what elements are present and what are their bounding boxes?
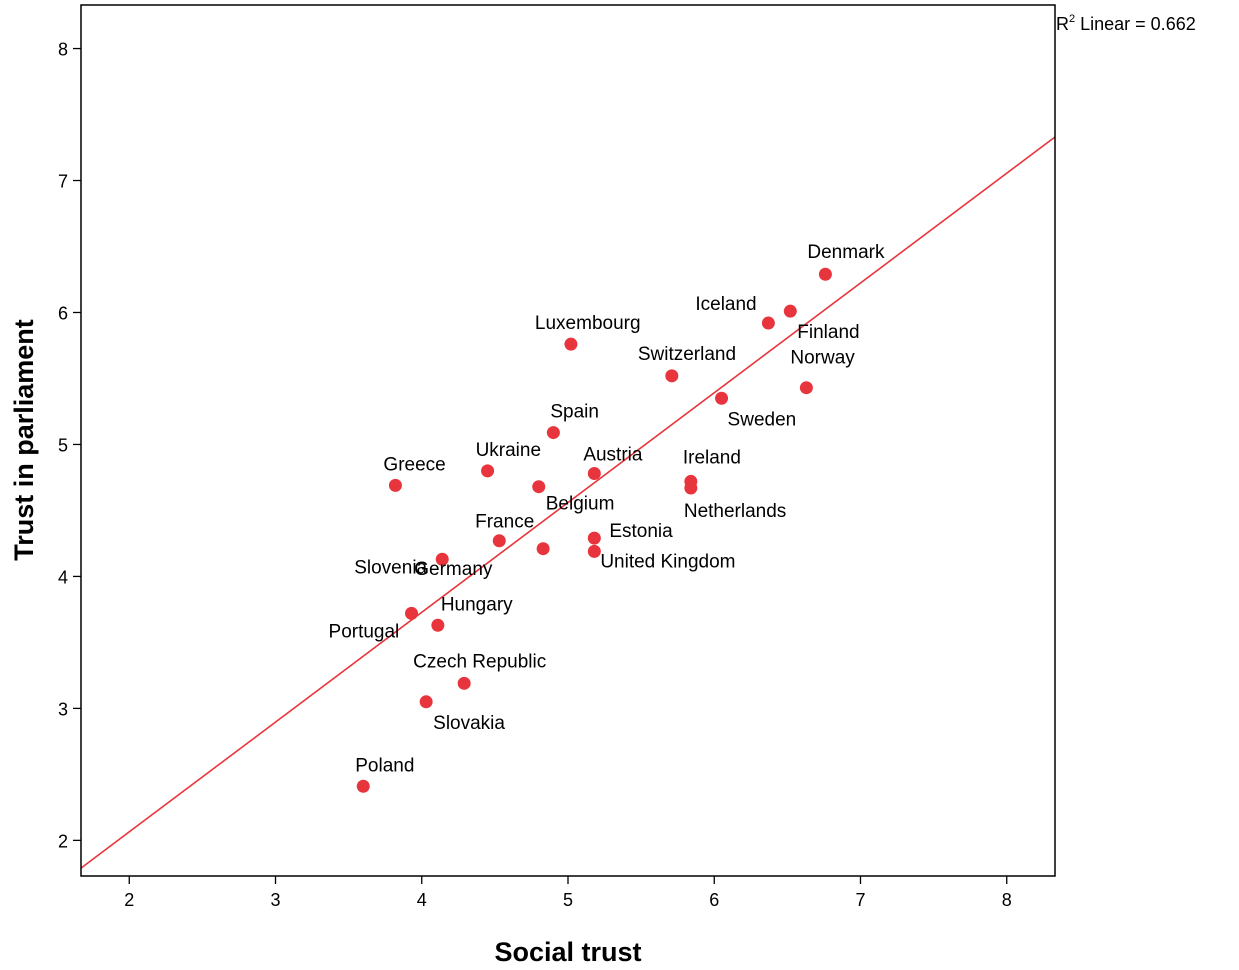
y-tick-label: 5 xyxy=(58,435,68,455)
fit-line xyxy=(80,136,1056,869)
data-point xyxy=(481,464,495,478)
y-tick-label: 6 xyxy=(58,303,68,323)
point-label: Portugal xyxy=(329,621,400,642)
data-point xyxy=(715,391,729,405)
data-point xyxy=(419,695,433,709)
y-tick-label: 4 xyxy=(58,567,68,587)
x-tick-label: 2 xyxy=(124,890,134,910)
data-point xyxy=(431,618,445,632)
point-label: Ukraine xyxy=(476,440,541,461)
x-tick-label: 3 xyxy=(270,890,280,910)
fit-label-text: Linear = 0.662 xyxy=(1075,14,1196,34)
point-label: Austria xyxy=(583,444,643,465)
point-label: Spain xyxy=(550,402,599,423)
x-tick-label: 7 xyxy=(855,890,865,910)
fit-label-prefix: R xyxy=(1056,14,1069,34)
data-point xyxy=(799,381,813,395)
point-label: Ireland xyxy=(683,447,741,468)
y-tick-label: 8 xyxy=(58,40,68,60)
data-point xyxy=(587,544,601,558)
data-point xyxy=(405,606,419,620)
data-point xyxy=(818,267,832,281)
point-label: Luxembourg xyxy=(535,313,641,334)
x-axis-title: Social trust xyxy=(494,937,641,967)
data-point xyxy=(587,531,601,545)
fit-line-r2-label: R2 Linear = 0.662 xyxy=(1056,13,1196,34)
data-point xyxy=(665,369,679,383)
data-point xyxy=(587,466,601,480)
plot-frame xyxy=(80,4,1056,877)
fit-line-layer xyxy=(80,136,1056,869)
point-label: France xyxy=(475,512,534,533)
y-axis-title: Trust in parliament xyxy=(9,319,39,561)
data-point xyxy=(492,534,506,548)
point-label: Belgium xyxy=(546,494,615,515)
point-label: Slovakia xyxy=(433,713,505,734)
point-label: Sweden xyxy=(728,409,797,430)
y-tick-label: 7 xyxy=(58,172,68,192)
fit-label-superscript: 2 xyxy=(1069,13,1075,25)
axes-layer: 2 3 4 5 6 7 8 2 3 4 5 6 7 8 xyxy=(58,4,1056,910)
point-label: Iceland xyxy=(695,294,756,315)
points-layer xyxy=(356,267,832,793)
data-point xyxy=(435,552,449,566)
point-label: Germany xyxy=(414,559,493,580)
point-label: Czech Republic xyxy=(413,651,546,672)
y-tick-label: 2 xyxy=(58,831,68,851)
x-tick-label: 5 xyxy=(563,890,573,910)
data-point xyxy=(564,337,578,351)
data-point xyxy=(783,304,797,318)
point-label: Norway xyxy=(790,348,855,369)
point-label: Denmark xyxy=(807,242,885,263)
point-label: Slovenia xyxy=(354,557,427,578)
data-point xyxy=(684,481,698,495)
point-label: Switzerland xyxy=(638,344,736,365)
point-label: Greece xyxy=(383,454,445,475)
data-point xyxy=(457,676,471,690)
x-tick-label: 8 xyxy=(1002,890,1012,910)
point-label: Finland xyxy=(797,322,859,343)
point-labels-layer: Denmark Iceland Finland Norway Sweden Switzer… xyxy=(329,242,885,776)
data-point xyxy=(532,480,546,494)
data-point xyxy=(546,426,560,440)
data-point xyxy=(761,316,775,330)
point-label: Estonia xyxy=(609,521,673,542)
data-point xyxy=(388,478,402,492)
y-tick-label: 3 xyxy=(58,699,68,719)
point-label: Hungary xyxy=(441,594,513,615)
point-label: Poland xyxy=(355,755,414,776)
point-label: Netherlands xyxy=(684,501,786,522)
x-tick-label: 4 xyxy=(417,890,427,910)
data-point xyxy=(356,779,370,793)
data-point xyxy=(536,542,550,556)
point-label: United Kingdom xyxy=(600,551,735,572)
x-tick-label: 6 xyxy=(709,890,719,910)
